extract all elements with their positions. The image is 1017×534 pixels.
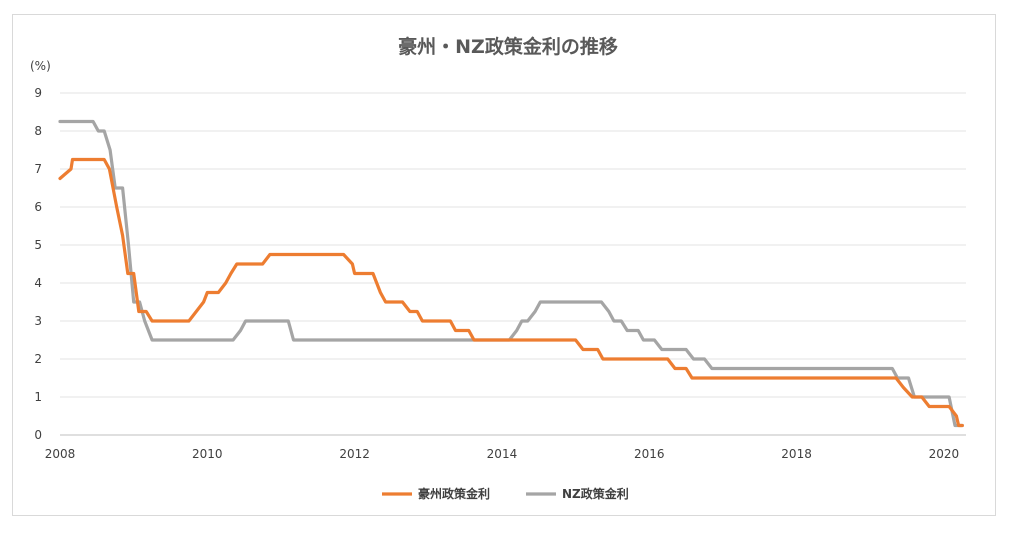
y-tick-label: 5 bbox=[34, 238, 42, 252]
x-tick-label: 2020 bbox=[929, 447, 960, 461]
y-tick-label: 9 bbox=[34, 86, 42, 100]
y-axis-ticks: 0 1 2 3 4 5 6 7 8 9 bbox=[34, 86, 42, 442]
x-tick-label: 2018 bbox=[781, 447, 812, 461]
x-tick-label: 2008 bbox=[45, 447, 76, 461]
legend-label-1: NZ政策金利 bbox=[562, 486, 629, 501]
y-tick-label: 8 bbox=[34, 124, 42, 138]
y-tick-label: 0 bbox=[34, 428, 42, 442]
y-tick-label: 6 bbox=[34, 200, 42, 214]
y-tick-label: 3 bbox=[34, 314, 42, 328]
x-tick-label: 2016 bbox=[634, 447, 665, 461]
y-tick-label: 2 bbox=[34, 352, 42, 366]
legend-label-0: 豪州政策金利 bbox=[418, 486, 490, 501]
x-tick-label: 2014 bbox=[487, 447, 518, 461]
y-axis-unit: (%) bbox=[30, 59, 51, 73]
legend: 豪州政策金利 NZ政策金利 bbox=[382, 486, 629, 501]
y-tick-label: 1 bbox=[34, 390, 42, 404]
y-tick-label: 7 bbox=[34, 162, 42, 176]
chart-frame bbox=[12, 14, 996, 516]
x-axis-ticks: 2008 2010 2012 2014 2016 2018 2020 bbox=[45, 447, 959, 461]
x-tick-label: 2010 bbox=[192, 447, 223, 461]
y-tick-label: 4 bbox=[34, 276, 42, 290]
series-line-1 bbox=[58, 119, 964, 428]
series-lines bbox=[58, 119, 964, 428]
series-line-0 bbox=[58, 157, 964, 428]
gridlines bbox=[60, 92, 966, 436]
x-tick-label: 2012 bbox=[339, 447, 370, 461]
chart-title: 豪州・NZ政策金利の推移 bbox=[398, 35, 618, 58]
